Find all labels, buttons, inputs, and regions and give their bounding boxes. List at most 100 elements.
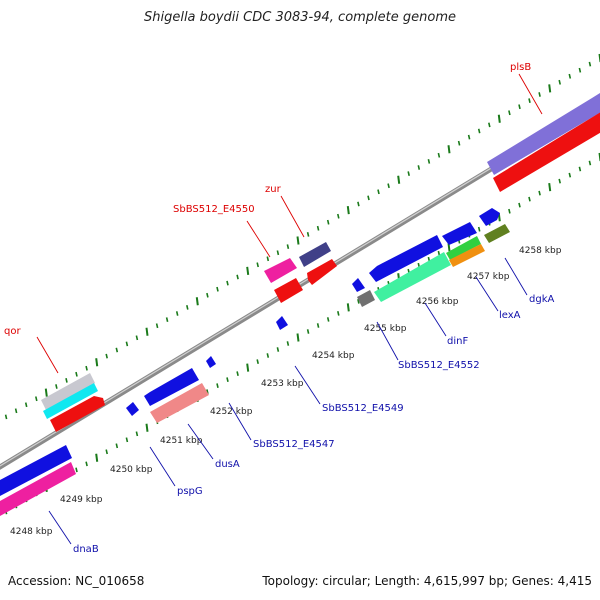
- leader-line-SbBS512_E4547: [228, 402, 252, 441]
- gene-SbBS512_E4549-bar[interactable]: [276, 316, 288, 330]
- tick-mark: [216, 383, 219, 388]
- gene-bar-blue[interactable]: [442, 222, 477, 245]
- tick-mark-major: [296, 333, 300, 342]
- leader-line-SbBS512_E4552: [376, 321, 399, 361]
- gene-bar-red[interactable]: [50, 396, 105, 432]
- tick-mark: [105, 353, 108, 359]
- tick-mark: [115, 443, 119, 449]
- tick-mark-major: [145, 423, 149, 432]
- kbp-label: 4249 kbp: [60, 495, 103, 505]
- tick-mark: [236, 371, 239, 376]
- kbp-label: 4253 kbp: [261, 379, 304, 389]
- tick-mark: [337, 311, 340, 316]
- tick-mark: [558, 79, 561, 85]
- gene-zur-bar[interactable]: [299, 242, 331, 267]
- gene-label-qor[interactable]: qor: [4, 326, 21, 337]
- leader-lines: [36, 73, 543, 545]
- tick-mark-major: [246, 363, 250, 372]
- gene-label-pspG[interactable]: pspG: [177, 486, 203, 497]
- tick-mark: [226, 280, 229, 286]
- gene-bar-blue[interactable]: [479, 208, 500, 226]
- kbp-label: 4252 kbp: [210, 407, 253, 417]
- gene-dgkA-bar[interactable]: [484, 224, 510, 243]
- gene-dnaB-bar[interactable]: [0, 445, 72, 496]
- leader-line-dnaB: [48, 510, 72, 545]
- tick-mark: [377, 189, 380, 195]
- tick-mark: [588, 61, 592, 67]
- tick-mark: [407, 171, 410, 176]
- gene-bar-blue[interactable]: [144, 368, 199, 406]
- tick-mark: [316, 323, 320, 328]
- tick-mark: [357, 299, 360, 304]
- tick-mark: [135, 335, 139, 341]
- gene-plsB-bar[interactable]: [487, 88, 600, 175]
- tick-mark: [326, 219, 330, 225]
- tick-track-upper: [4, 53, 600, 420]
- gene-pspG-bar[interactable]: [126, 402, 139, 416]
- gene-SbBS512_E4547-bar[interactable]: [206, 356, 216, 368]
- tick-mark-major: [246, 266, 250, 276]
- gene-label-dinF[interactable]: dinF: [447, 336, 468, 347]
- gene-bar-orange[interactable]: [449, 244, 485, 267]
- kbp-label: 4257 kbp: [467, 272, 510, 282]
- leader-line-SbBS512_E4549: [294, 365, 321, 405]
- leader-line-SbBS512_E4550: [246, 220, 271, 258]
- tick-mark: [467, 134, 471, 140]
- gene-label-SbBS512_E4547[interactable]: SbBS512_E4547: [253, 439, 335, 450]
- tick-mark: [306, 232, 310, 237]
- tick-mark: [337, 213, 340, 219]
- gene-label-dusA[interactable]: dusA: [215, 459, 240, 470]
- gene-bar-blue[interactable]: [369, 235, 443, 282]
- gene-label-dnaB[interactable]: dnaB: [73, 544, 99, 555]
- gene-label-SbBS512_E4550[interactable]: SbBS512_E4550: [173, 204, 255, 215]
- tick-mark: [276, 250, 280, 256]
- gene-dusA-bar[interactable]: [150, 383, 209, 423]
- gene-dinF-bar[interactable]: [374, 252, 451, 302]
- leader-line-dinF: [424, 302, 447, 337]
- gene-SbBS512_E4550-bar[interactable]: [264, 258, 297, 283]
- leader-line-dusA: [187, 423, 214, 460]
- tick-mark: [538, 190, 541, 196]
- tick-mark: [115, 347, 119, 353]
- gene-qor-bar[interactable]: [41, 373, 95, 410]
- tick-mark: [14, 408, 18, 414]
- gene-label-SbBS512_E4552[interactable]: SbBS512_E4552: [398, 360, 480, 371]
- gene-bar-magenta[interactable]: [0, 462, 76, 516]
- tick-mark: [518, 104, 521, 110]
- tick-mark: [75, 467, 78, 473]
- gene-bar-red-right[interactable]: [493, 107, 600, 192]
- gene-label-SbBS512_E4549[interactable]: SbBS512_E4549: [322, 403, 404, 414]
- gene-label-lexA[interactable]: lexA: [499, 310, 521, 321]
- tick-mark: [457, 140, 461, 146]
- gene-SbBS512_E4552-bar[interactable]: [357, 290, 375, 307]
- gene-label-zur[interactable]: zur: [265, 184, 282, 195]
- gene-lexA-bar[interactable]: [446, 236, 481, 260]
- gene-bar-red[interactable]: [274, 278, 303, 303]
- tick-mark: [306, 329, 310, 334]
- gene-label-dgkA[interactable]: dgkA: [529, 294, 554, 305]
- tick-mark: [508, 110, 511, 116]
- tick-mark: [155, 323, 159, 329]
- tick-mark: [24, 402, 28, 408]
- gene-bar-blue[interactable]: [352, 278, 365, 292]
- tick-mark-major: [145, 327, 149, 336]
- tick-mark: [75, 371, 78, 377]
- tick-mark: [206, 292, 209, 298]
- gene-bar-red[interactable]: [307, 259, 337, 285]
- tick-mark: [175, 311, 179, 316]
- tick-mark-major: [447, 145, 451, 154]
- tick-mark-major: [548, 182, 552, 192]
- tick-mark: [4, 414, 8, 420]
- kbp-label: 4254 kbp: [312, 351, 355, 361]
- tick-mark: [588, 160, 592, 166]
- gene-bar-cyan[interactable]: [43, 383, 98, 419]
- gene-label-plsB[interactable]: plsB: [510, 62, 531, 73]
- map-title: Shigella boydii CDC 3083-94, complete ge…: [143, 10, 457, 25]
- tick-mark: [437, 152, 441, 158]
- tick-mark: [367, 195, 370, 201]
- tick-mark: [256, 262, 259, 268]
- tick-mark-major: [95, 453, 99, 462]
- leader-line-dgkA: [504, 257, 528, 296]
- tick-mark-major: [95, 358, 99, 367]
